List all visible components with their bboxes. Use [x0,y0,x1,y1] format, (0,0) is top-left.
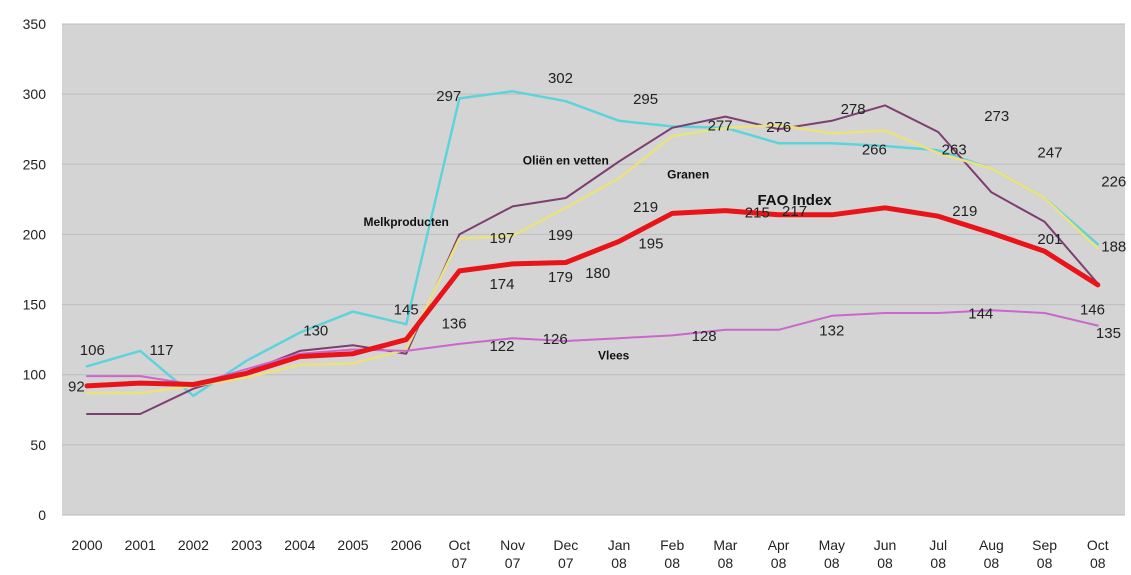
x-tick-label: Aug [979,537,1004,553]
x-tick-label: 2002 [178,537,209,553]
data-label: 219 [633,199,658,216]
x-tick-label: Jun [874,537,897,553]
x-tick-label: Apr [768,537,790,553]
x-tick-label: 08 [1037,555,1053,571]
series-labels: Melkproducten Oliën en vetten Granen FAO In… [364,153,833,362]
x-tick-label: Feb [660,537,684,553]
data-label: 174 [489,276,514,293]
data-label: 135 [1096,325,1121,342]
data-label: 217 [782,203,807,220]
x-tick-label: 08 [930,555,946,571]
data-label: 179 [548,269,573,286]
data-label: 219 [952,203,977,220]
data-label: 278 [841,101,866,118]
x-tick-label: Oct [449,537,471,553]
data-label: 145 [394,301,419,318]
data-label: 188 [1101,238,1126,255]
data-label: 132 [819,322,844,339]
y-axis: 0 50 100 150 200 250 300 350 [23,16,47,523]
series-label: Melkproducten [364,215,449,229]
x-tick-label: 08 [877,555,893,571]
series-label: Oliën en vetten [523,153,609,167]
data-label: 215 [745,205,770,222]
series-line-3 [86,309,1099,386]
y-tick-label: 50 [30,437,46,453]
series-label: Granen [667,167,709,181]
data-label: 136 [442,315,467,332]
plot-area [62,24,1125,515]
x-tick-label: 2006 [391,537,422,553]
data-label: 276 [766,119,791,136]
x-axis: 2000 2001 2002 2003 2004 2005 2006 Oct 07 Nov 07 De… [71,537,1108,571]
data-label: 297 [436,88,461,105]
series-lines [84,90,1101,415]
data-label: 146 [1080,301,1105,318]
x-tick-label: 08 [718,555,734,571]
data-labels: 106 117 92 130 145 136 297 302 295 277 276 278 266 26… [68,70,1126,396]
series-label: FAO Index [757,192,832,209]
data-label: 201 [1037,231,1062,248]
data-label: 277 [708,118,733,135]
x-tick-label: 07 [452,555,468,571]
y-tick-label: 250 [23,156,47,172]
data-label: 180 [585,265,610,282]
data-label: 126 [543,331,568,348]
data-label: 144 [968,306,993,323]
x-tick-label: Sep [1032,537,1057,553]
y-tick-label: 150 [23,297,47,313]
data-label: 247 [1037,144,1062,161]
x-tick-label: 2005 [337,537,368,553]
data-label: 263 [942,141,967,158]
y-tick-label: 350 [23,16,47,32]
x-tick-label: Jul [929,537,947,553]
series-line-4 [84,205,1101,389]
x-tick-label: 07 [505,555,521,571]
data-label: 197 [489,230,514,247]
data-label: 226 [1101,174,1126,191]
x-tick-label: 2000 [71,537,102,553]
data-label: 302 [548,70,573,87]
data-label: 273 [984,108,1009,125]
x-tick-label: Dec [553,537,578,553]
data-label: 122 [489,338,514,355]
x-tick-label: 2001 [125,537,156,553]
x-tick-label: 08 [611,555,627,571]
data-label: 130 [303,322,328,339]
data-label: 106 [80,342,105,359]
x-tick-label: 08 [824,555,840,571]
y-tick-label: 300 [23,86,47,102]
x-tick-label: Jan [608,537,631,553]
x-tick-label: May [819,537,845,553]
data-label: 92 [68,379,85,396]
series-line-2 [85,123,1100,395]
x-tick-label: Oct [1087,537,1109,553]
x-tick-label: 08 [664,555,680,571]
x-tick-label: 07 [558,555,574,571]
series-label: Vlees [598,348,630,362]
x-tick-label: 2004 [284,537,315,553]
x-tick-label: 08 [984,555,1000,571]
x-tick-label: 08 [1090,555,1106,571]
data-label: 199 [548,227,573,244]
data-label: 117 [150,342,174,359]
y-tick-label: 0 [38,507,46,523]
y-tick-label: 200 [23,226,47,242]
data-label: 195 [638,235,663,252]
x-tick-label: 08 [771,555,787,571]
x-tick-label: Mar [713,537,737,553]
y-tick-label: 100 [23,367,47,383]
x-tick-label: Nov [500,537,525,553]
data-label: 128 [692,328,717,345]
x-tick-label: 2003 [231,537,262,553]
data-label: 266 [862,141,887,158]
data-label: 295 [633,91,658,108]
